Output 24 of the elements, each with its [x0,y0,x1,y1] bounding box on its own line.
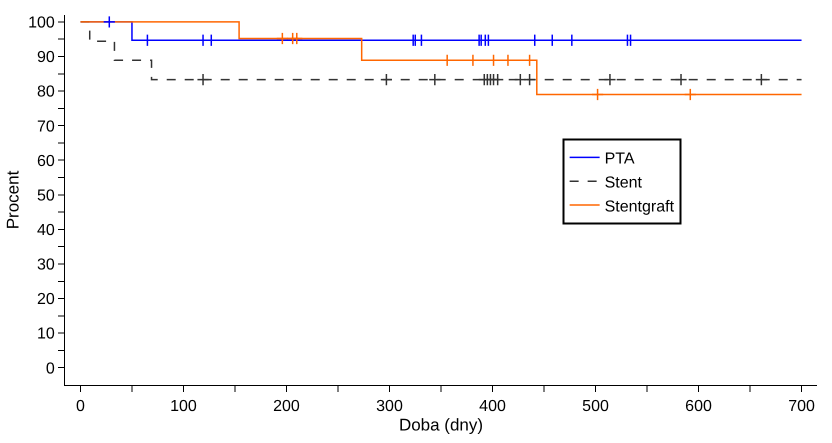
y-tick-label: 50 [37,187,55,204]
legend-label: PTA [604,150,635,168]
y-tick-label: 90 [37,49,55,66]
y-tick-label: 10 [37,326,55,343]
legend-label: Stentgraft [604,198,675,216]
y-tick-label: 30 [37,256,55,274]
x-tick-label: 200 [273,398,300,416]
x-axis-title: Doba (dny) [398,416,484,435]
y-tick-label: 70 [37,118,55,136]
x-tick-label: 700 [788,398,815,416]
x-tick-label: 0 [76,398,85,416]
y-tick-label: 80 [37,84,55,101]
x-tick-label: 600 [685,398,712,416]
y-tick-label: 0 [46,360,55,378]
y-axis-title: Procent [4,170,23,230]
x-tick-label: 300 [376,398,403,416]
x-tick-label: 100 [170,398,197,416]
x-tick-label: 500 [582,398,609,416]
x-tick-label: 400 [479,398,506,416]
y-tick-label: 40 [37,222,55,239]
y-tick-label: 20 [37,291,55,308]
y-tick-label: 100 [28,14,55,32]
y-tick-label: 60 [37,152,55,170]
legend-label: Stent [604,174,643,192]
